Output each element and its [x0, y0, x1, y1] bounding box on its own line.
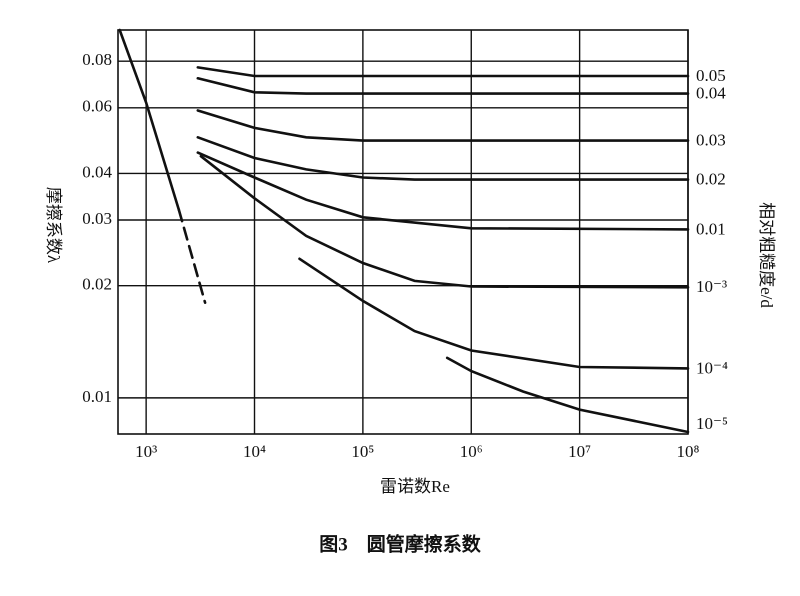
y-tick-label: 0.04: [82, 162, 112, 181]
curve: [118, 28, 181, 211]
x-tick-label: 10⁵: [351, 442, 374, 461]
y-tick-label: 0.01: [82, 387, 112, 406]
curve: [196, 77, 690, 95]
curve-label: 10⁻³: [696, 277, 727, 296]
x-axis-label: 雷诺数Re: [380, 477, 450, 496]
y-tick-label: 0.03: [82, 209, 112, 228]
curve: [177, 208, 207, 304]
curve-label: 0.04: [696, 83, 726, 102]
plot-frame: [117, 29, 689, 435]
curve: [196, 136, 690, 181]
curve-label: 10⁻⁴: [696, 358, 728, 377]
y-tick-label: 0.08: [82, 50, 112, 69]
y-tick-label: 0.02: [82, 275, 112, 294]
curve-label: 10⁻⁵: [696, 414, 728, 433]
curve: [196, 151, 690, 231]
y2-axis-label: 相对粗糙度e/d: [757, 202, 776, 308]
caption: 图3 圆管摩擦系数: [319, 532, 482, 555]
y-tick-label: 0.06: [82, 97, 112, 116]
y-axis-label: 摩擦系数λ: [44, 187, 63, 264]
x-tick-label: 10⁸: [677, 442, 700, 461]
curve-label: 0.01: [696, 219, 726, 238]
x-tick-label: 10⁶: [460, 442, 483, 461]
curve: [196, 109, 690, 142]
curve: [199, 154, 690, 289]
x-tick-label: 10⁴: [243, 442, 266, 461]
x-tick-label: 10⁷: [568, 442, 591, 461]
curve: [298, 257, 690, 370]
curve: [445, 356, 690, 434]
curve-label: 0.05: [696, 66, 726, 85]
curve-label: 0.03: [696, 130, 726, 149]
curve-label: 0.02: [696, 170, 726, 189]
curve: [196, 66, 690, 78]
x-tick-label: 10³: [135, 442, 157, 461]
